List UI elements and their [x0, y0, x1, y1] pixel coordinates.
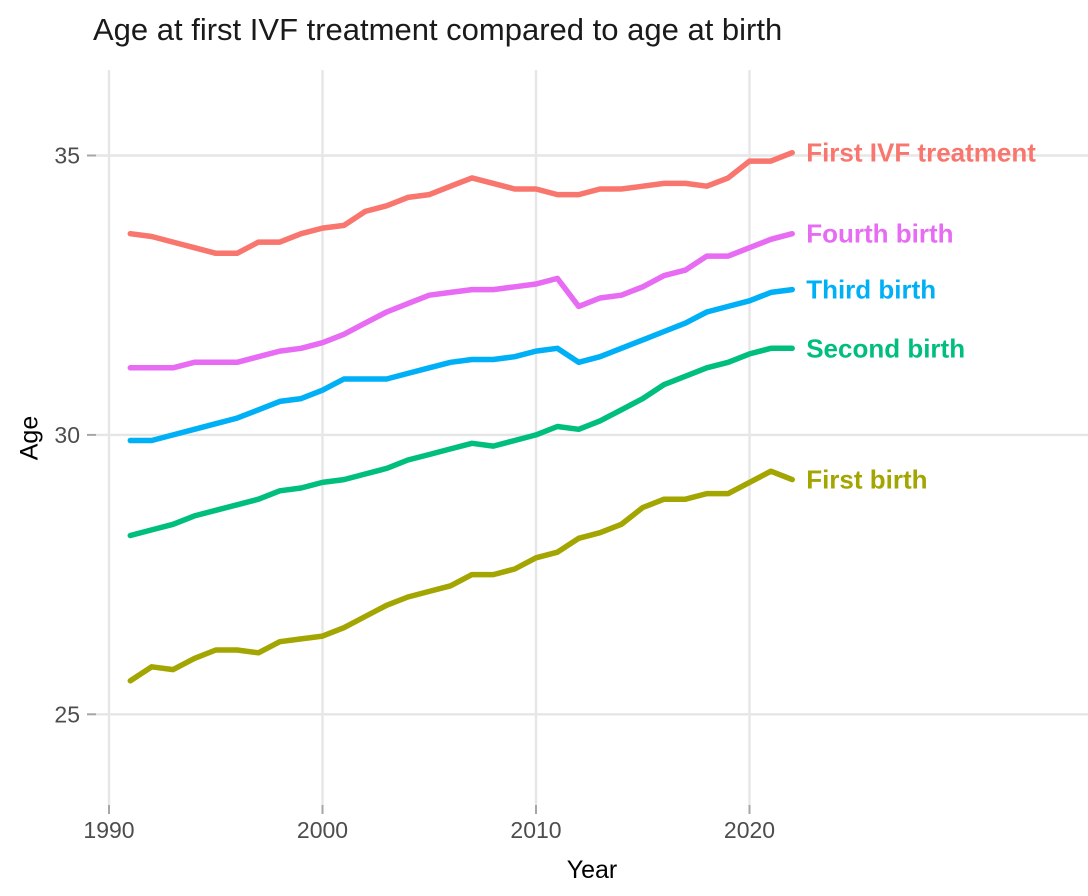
x-tick-label-2020: 2020 [724, 817, 775, 843]
x-tick-label-1990: 1990 [83, 817, 134, 843]
y-tick-label-25: 25 [54, 701, 80, 727]
series-line-first-birth [127, 468, 795, 684]
series-line-fourth-birth [127, 230, 795, 371]
x-axis-title: Year [566, 856, 618, 884]
x-tick-label-2010: 2010 [510, 817, 561, 843]
y-tick-label-30: 30 [54, 422, 80, 448]
y-tick-label-35: 35 [54, 143, 80, 169]
series-label-third-birth: Third birth [806, 275, 936, 305]
chart-title: Age at first IVF treatment compared to a… [93, 12, 783, 47]
series-label-first-birth: First birth [806, 465, 927, 495]
y-axis-title: Age [15, 415, 44, 461]
series-line-first-ivf-treatment [127, 149, 795, 257]
x-tick-label-2000: 2000 [297, 817, 348, 843]
series-line-third-birth [127, 286, 795, 444]
series-line-second-birth [127, 345, 795, 539]
series-label-fourth-birth: Fourth birth [806, 219, 953, 249]
series-label-first-ivf-treatment: First IVF treatment [806, 138, 1036, 168]
series-label-second-birth: Second birth [806, 333, 965, 363]
